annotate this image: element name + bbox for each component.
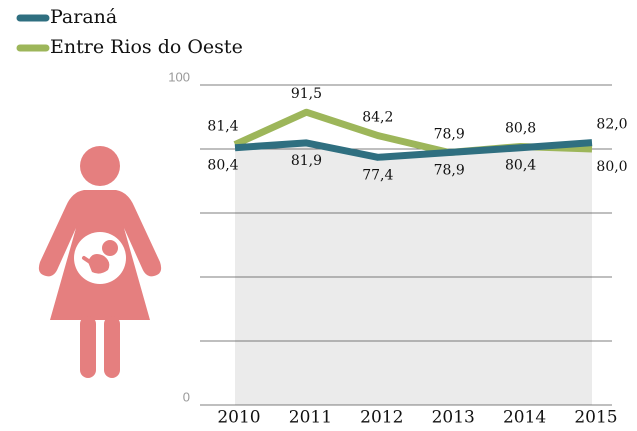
value-label: 78,9 <box>434 127 465 143</box>
x-tick-label: 2012 <box>360 408 403 428</box>
value-label: 91,5 <box>291 86 322 102</box>
x-tick-label: 2010 <box>217 408 260 428</box>
value-label: 80,0 <box>596 159 627 175</box>
legend-label: Paraná <box>50 6 117 28</box>
value-label: 84,2 <box>362 110 393 126</box>
legend-label: Entre Rios do Oeste <box>50 36 243 58</box>
value-label: 81,9 <box>291 153 322 169</box>
series-line <box>234 139 593 161</box>
y-tick-label: 0 <box>183 389 190 404</box>
x-tick-label: 2015 <box>574 408 617 428</box>
y-tick-label: 100 <box>168 69 190 84</box>
value-label: 80,8 <box>505 120 536 136</box>
value-label: 78,9 <box>434 163 465 179</box>
x-tick-label: 2011 <box>289 408 332 428</box>
x-tick-label: 2013 <box>432 408 475 428</box>
value-label: 77,4 <box>362 167 393 183</box>
woman-icon <box>38 146 162 378</box>
value-label: 80,4 <box>207 158 238 174</box>
value-label: 80,4 <box>505 158 536 174</box>
value-label: 81,4 <box>207 119 238 135</box>
x-tick-label: 2014 <box>503 408 546 428</box>
value-label: 82,0 <box>596 117 627 133</box>
area-fill <box>235 142 592 405</box>
